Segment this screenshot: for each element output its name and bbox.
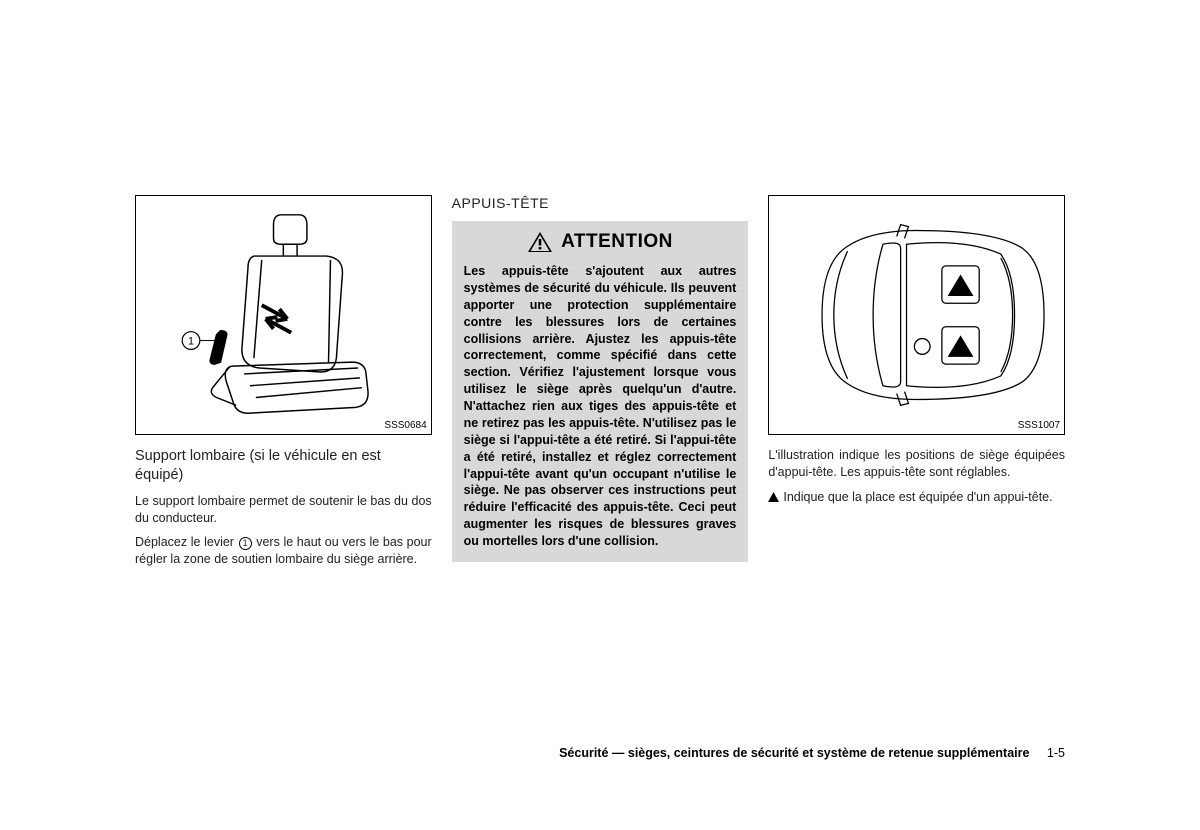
attention-header: ATTENTION bbox=[464, 231, 737, 253]
footer-page-number: 1-5 bbox=[1047, 746, 1065, 760]
subheading-lumbar: Support lombaire (si le véhicule en est … bbox=[135, 447, 432, 485]
footer-text: Sécurité — sièges, ceintures de sécurité… bbox=[559, 746, 1029, 760]
column-right: SSS1007 L'illustration indique les posit… bbox=[768, 195, 1065, 576]
triangle-icon bbox=[768, 492, 779, 502]
figure-label-left: SSS0684 bbox=[384, 420, 426, 431]
page-content: 1 SSS0684 Support lombaire (si le véhicu… bbox=[135, 195, 1065, 576]
seat-illustration: 1 bbox=[136, 196, 431, 434]
para-right-2: Indique que la place est équipée d'un ap… bbox=[768, 489, 1065, 506]
attention-box: ATTENTION Les appuis-tête s'ajoutent aux… bbox=[452, 221, 749, 562]
circled-one-inline: 1 bbox=[239, 537, 252, 550]
svg-text:1: 1 bbox=[188, 335, 194, 347]
warning-icon bbox=[527, 231, 553, 253]
attention-title: ATTENTION bbox=[561, 231, 673, 253]
column-left: 1 SSS0684 Support lombaire (si le véhicu… bbox=[135, 195, 432, 576]
column-center: APPUIS-TÊTE ATTENTION Les appuis-tête s'… bbox=[452, 195, 749, 576]
para2-pre: Déplacez le levier bbox=[135, 535, 238, 549]
para-lumbar-1: Le support lombaire permet de soutenir l… bbox=[135, 493, 432, 527]
figure-seat-lumbar: 1 SSS0684 bbox=[135, 195, 432, 435]
page-footer: Sécurité — sièges, ceintures de sécurité… bbox=[559, 746, 1065, 760]
para-lumbar-2: Déplacez le levier 1 vers le haut ou ver… bbox=[135, 534, 432, 568]
car-top-illustration bbox=[769, 196, 1064, 434]
figure-car-top: SSS1007 bbox=[768, 195, 1065, 435]
figure-label-right: SSS1007 bbox=[1018, 420, 1060, 431]
attention-body: Les appuis-tête s'ajoutent aux autres sy… bbox=[464, 263, 737, 550]
section-heading-headrest: APPUIS-TÊTE bbox=[452, 195, 749, 211]
para-right-1: L'illustration indique les positions de … bbox=[768, 447, 1065, 481]
para-right-2-text: Indique que la place est équipée d'un ap… bbox=[783, 490, 1052, 504]
